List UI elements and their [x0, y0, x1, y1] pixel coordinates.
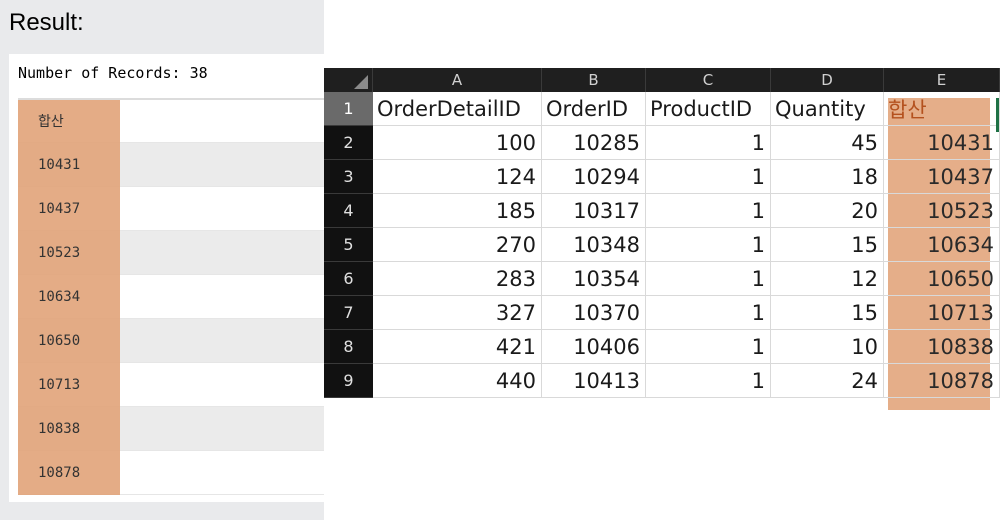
data-cell[interactable]: 124 — [373, 160, 542, 194]
row-header-1[interactable]: 1 — [324, 92, 373, 126]
row-header-4[interactable]: 4 — [324, 194, 373, 228]
data-cell[interactable]: 1 — [646, 364, 771, 398]
data-cell[interactable]: 185 — [373, 194, 542, 228]
data-cell[interactable]: 421 — [373, 330, 542, 364]
result-cell: 10523 — [38, 244, 81, 261]
row-header-7[interactable]: 7 — [324, 296, 373, 330]
result-cell: 10650 — [38, 332, 81, 349]
result-column-header: 합산 — [38, 114, 64, 130]
data-cell[interactable]: 1 — [646, 160, 771, 194]
data-cell[interactable]: 10317 — [542, 194, 646, 228]
record-count: Number of Records: 38 — [18, 64, 208, 82]
data-cell[interactable]: 10634 — [884, 228, 1000, 262]
data-cell[interactable]: 18 — [771, 160, 884, 194]
table-row: 10634 — [18, 275, 324, 319]
result-table: 합산 10431 10437 10523 10634 10650 10713 10838 108… — [18, 98, 324, 495]
result-cell: 10878 — [38, 464, 81, 481]
column-header-e[interactable]: E — [884, 68, 1000, 92]
data-cell[interactable]: 440 — [373, 364, 542, 398]
data-cell[interactable]: 327 — [373, 296, 542, 330]
data-cell[interactable]: 12 — [771, 262, 884, 296]
data-cell[interactable]: 1 — [646, 228, 771, 262]
highlight-mark — [18, 363, 120, 407]
header-cell[interactable]: ProductID — [646, 92, 771, 126]
spreadsheet: A B C D E 1 2 3 4 5 6 7 8 9 OrderDetailID OrderID Produc… — [324, 68, 1000, 410]
data-cell[interactable]: 10 — [771, 330, 884, 364]
column-e-highlight — [888, 98, 990, 410]
data-cell[interactable]: 10348 — [542, 228, 646, 262]
result-cell: 10437 — [38, 200, 81, 217]
result-panel: Result: Number of Records: 38 합산 10431 104… — [0, 0, 324, 520]
table-row: 10838 — [18, 407, 324, 451]
data-cell[interactable]: 10285 — [542, 126, 646, 160]
table-row: 10523 — [18, 231, 324, 275]
data-cell[interactable]: 10650 — [884, 262, 1000, 296]
data-cell[interactable]: 10354 — [542, 262, 646, 296]
highlight-mark — [18, 319, 120, 363]
row-header-3[interactable]: 3 — [324, 160, 373, 194]
data-cell[interactable]: 1 — [646, 194, 771, 228]
column-header-c[interactable]: C — [646, 68, 771, 92]
header-cell[interactable]: 합산 — [884, 92, 1000, 126]
data-cell[interactable]: 10523 — [884, 194, 1000, 228]
highlight-mark — [18, 275, 120, 319]
result-cell: 10634 — [38, 288, 81, 305]
result-title: Result: — [9, 9, 84, 36]
row-header-8[interactable]: 8 — [324, 330, 373, 364]
data-cell[interactable]: 10713 — [884, 296, 1000, 330]
cell-selection-border — [996, 98, 999, 132]
data-cell[interactable]: 270 — [373, 228, 542, 262]
data-cell[interactable]: 24 — [771, 364, 884, 398]
data-cell[interactable]: 10431 — [884, 126, 1000, 160]
highlight-mark — [18, 231, 120, 275]
select-all-corner[interactable] — [324, 68, 373, 92]
column-header-d[interactable]: D — [771, 68, 884, 92]
header-cell[interactable]: OrderDetailID — [373, 92, 542, 126]
highlight-mark — [18, 187, 120, 231]
data-cell[interactable]: 10878 — [884, 364, 1000, 398]
table-row: 10650 — [18, 319, 324, 363]
data-cell[interactable]: 1 — [646, 262, 771, 296]
row-header-6[interactable]: 6 — [324, 262, 373, 296]
header-cell[interactable]: OrderID — [542, 92, 646, 126]
table-row: 10878 — [18, 451, 324, 495]
data-cell[interactable]: 10406 — [542, 330, 646, 364]
data-cell[interactable]: 10838 — [884, 330, 1000, 364]
data-cell[interactable]: 15 — [771, 228, 884, 262]
result-cell: 10713 — [38, 376, 81, 393]
column-header-a[interactable]: A — [373, 68, 542, 92]
data-cell[interactable]: 1 — [646, 296, 771, 330]
result-cell: 10838 — [38, 420, 81, 437]
data-cell[interactable]: 10437 — [884, 160, 1000, 194]
data-cell[interactable]: 1 — [646, 330, 771, 364]
highlight-mark — [18, 407, 120, 451]
data-cell[interactable]: 283 — [373, 262, 542, 296]
row-header-9[interactable]: 9 — [324, 364, 373, 398]
data-cell[interactable]: 20 — [771, 194, 884, 228]
highlight-mark — [18, 143, 120, 187]
result-box: Number of Records: 38 합산 10431 10437 10523 1… — [9, 54, 324, 502]
header-cell[interactable]: Quantity — [771, 92, 884, 126]
data-cell[interactable]: 45 — [771, 126, 884, 160]
data-cell[interactable]: 15 — [771, 296, 884, 330]
data-cell[interactable]: 10413 — [542, 364, 646, 398]
row-header-5[interactable]: 5 — [324, 228, 373, 262]
record-count-label: Number of Records: — [18, 64, 181, 82]
data-cell[interactable]: 100 — [373, 126, 542, 160]
data-cell[interactable]: 1 — [646, 126, 771, 160]
row-header-2[interactable]: 2 — [324, 126, 373, 160]
result-header-row: 합산 — [18, 100, 324, 143]
record-count-value: 38 — [189, 64, 208, 82]
column-header-b[interactable]: B — [542, 68, 646, 92]
table-row: 10437 — [18, 187, 324, 231]
result-cell: 10431 — [38, 156, 81, 173]
highlight-mark — [18, 100, 120, 143]
highlight-mark — [18, 451, 120, 495]
table-row: 10431 — [18, 143, 324, 187]
table-row: 10713 — [18, 363, 324, 407]
data-cell[interactable]: 10294 — [542, 160, 646, 194]
data-cell[interactable]: 10370 — [542, 296, 646, 330]
